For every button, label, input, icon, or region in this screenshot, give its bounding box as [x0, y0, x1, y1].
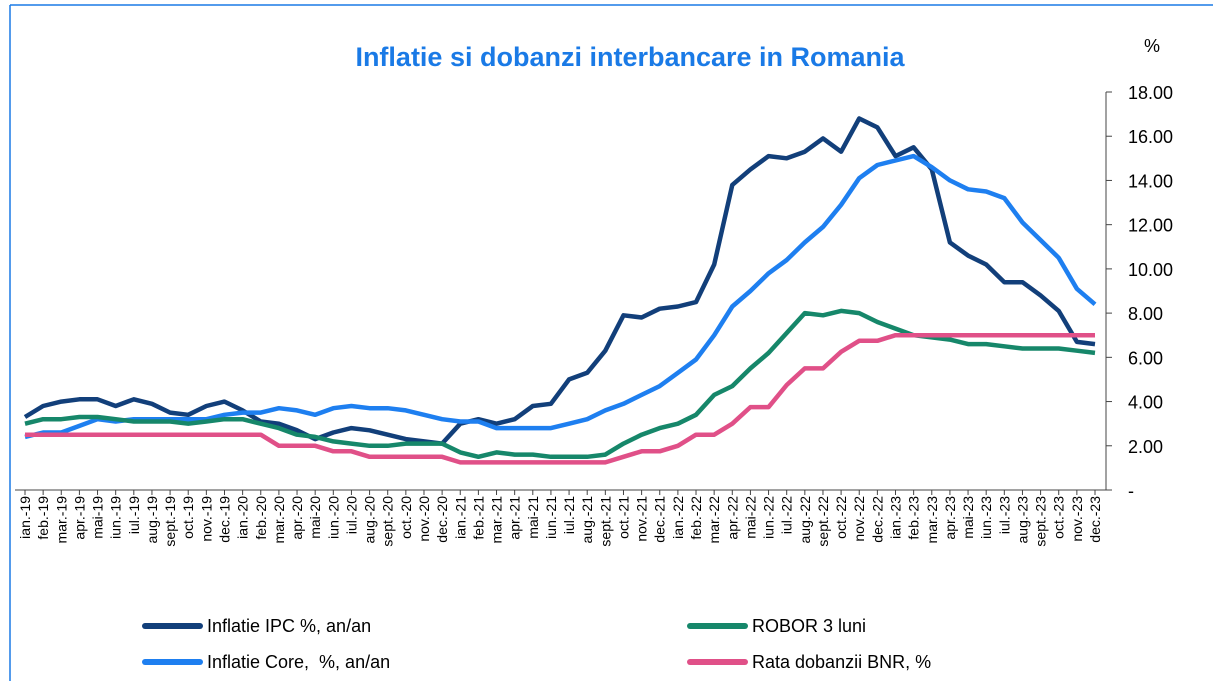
x-tick-label: ian.-19: [17, 496, 33, 539]
x-tick-label: oct.-20: [398, 496, 414, 539]
x-tick-label: iul.-22: [779, 496, 795, 534]
y-tick-label: 2.00: [1128, 437, 1163, 457]
series-line: [25, 332, 1095, 465]
x-tick-label: nov.-22: [851, 496, 867, 542]
x-tick-label: sept.-19: [162, 496, 178, 547]
x-tick-label: ian.-20: [235, 496, 251, 539]
x-tick-label: nov.-21: [634, 496, 650, 542]
x-tick-label: apr.-21: [507, 496, 523, 540]
x-tick-label: iun.-19: [108, 496, 124, 539]
y-tick-label: 12.00: [1128, 216, 1173, 236]
legend-label: Rata dobanzii BNR, %: [752, 652, 931, 672]
x-tick-label: mai-19: [90, 496, 106, 539]
x-tick-label: nov.-20: [416, 496, 432, 542]
x-tick-label: ian.-21: [452, 496, 468, 539]
y-tick-label: 4.00: [1128, 393, 1163, 413]
x-tick-label: nov.-23: [1069, 496, 1085, 542]
series-line: [23, 116, 1096, 446]
x-tick-label: sept.-20: [380, 496, 396, 547]
x-tick-label: sept.-23: [1033, 496, 1049, 547]
legend-label: ROBOR 3 luni: [752, 616, 866, 636]
x-tick-label: apr.-23: [942, 496, 958, 540]
x-tick-label: dec.-20: [434, 496, 450, 543]
x-tick-label: oct.-23: [1051, 496, 1067, 539]
x-tick-label: feb.-20: [253, 496, 269, 540]
y-tick-label: 8.00: [1128, 304, 1163, 324]
x-tick-label: apr.-20: [289, 496, 305, 540]
x-tick-label: iun.-20: [325, 496, 341, 539]
chart-title: Inflatie si dobanzi interbancare in Roma…: [355, 42, 905, 72]
x-tick-label: feb.-23: [906, 496, 922, 540]
x-tick-label: mai-23: [960, 496, 976, 539]
x-tick-label: aug.-20: [362, 496, 378, 544]
x-tick-label: oct.-22: [833, 496, 849, 539]
x-tick-label: mar.-23: [924, 496, 940, 544]
x-tick-label: aug.-21: [579, 496, 595, 544]
legend-label: Inflatie Core, %, an/an: [207, 652, 390, 672]
x-tick-label: iun.-21: [543, 496, 559, 539]
legend-label: Inflatie IPC %, an/an: [207, 616, 371, 636]
x-tick-label: mar.-20: [271, 496, 287, 544]
x-tick-label: dec.-21: [652, 496, 668, 543]
x-tick-label: mai-20: [307, 496, 323, 539]
x-tick-label: oct.-19: [180, 496, 196, 539]
x-tick-label: mar.-21: [489, 496, 505, 544]
x-tick-label: mar.-22: [706, 496, 722, 544]
x-tick-label: mai-21: [525, 496, 541, 539]
x-tick-label: aug.-19: [144, 496, 160, 544]
x-tick-label: dec.-23: [1087, 496, 1103, 543]
x-tick-label: feb.-19: [35, 496, 51, 540]
x-tick-label: dec.-22: [869, 496, 885, 543]
x-tick-label: iul.-21: [561, 496, 577, 534]
y-tick-label: 16.00: [1128, 127, 1173, 147]
x-tick-label: iul.-20: [343, 496, 359, 534]
x-tick-label: mar.-19: [53, 496, 69, 544]
x-tick-label: apr.-19: [71, 496, 87, 540]
x-tick-label: feb.-21: [470, 496, 486, 540]
x-tick-label: iun.-22: [761, 496, 777, 539]
x-tick-label: iun.-23: [978, 496, 994, 539]
series-line: [24, 153, 1097, 440]
y-tick-label: 10.00: [1128, 260, 1173, 280]
x-tick-label: sept.-21: [597, 496, 613, 547]
y-tick-label: 14.00: [1128, 171, 1173, 191]
x-tick-label: oct.-21: [615, 496, 631, 539]
x-tick-label: apr.-22: [724, 496, 740, 540]
x-tick-label: ian.-22: [670, 496, 686, 539]
y-tick-label: -: [1128, 481, 1134, 501]
x-tick-label: iul.-19: [126, 496, 142, 534]
x-tick-label: nov.-19: [198, 496, 214, 542]
x-tick-label: dec.-19: [216, 496, 232, 543]
x-tick-label: aug.-22: [797, 496, 813, 544]
x-tick-label: iul.-23: [996, 496, 1012, 534]
x-tick-label: feb.-22: [688, 496, 704, 540]
x-tick-label: aug.-23: [1014, 496, 1030, 544]
x-tick-label: mai-22: [742, 496, 758, 539]
y-tick-label: 6.00: [1128, 348, 1163, 368]
y-axis-label: %: [1144, 36, 1160, 56]
y-tick-label: 18.00: [1128, 83, 1173, 103]
x-tick-label: ian.-23: [888, 496, 904, 539]
x-tick-label: sept.-22: [815, 496, 831, 547]
